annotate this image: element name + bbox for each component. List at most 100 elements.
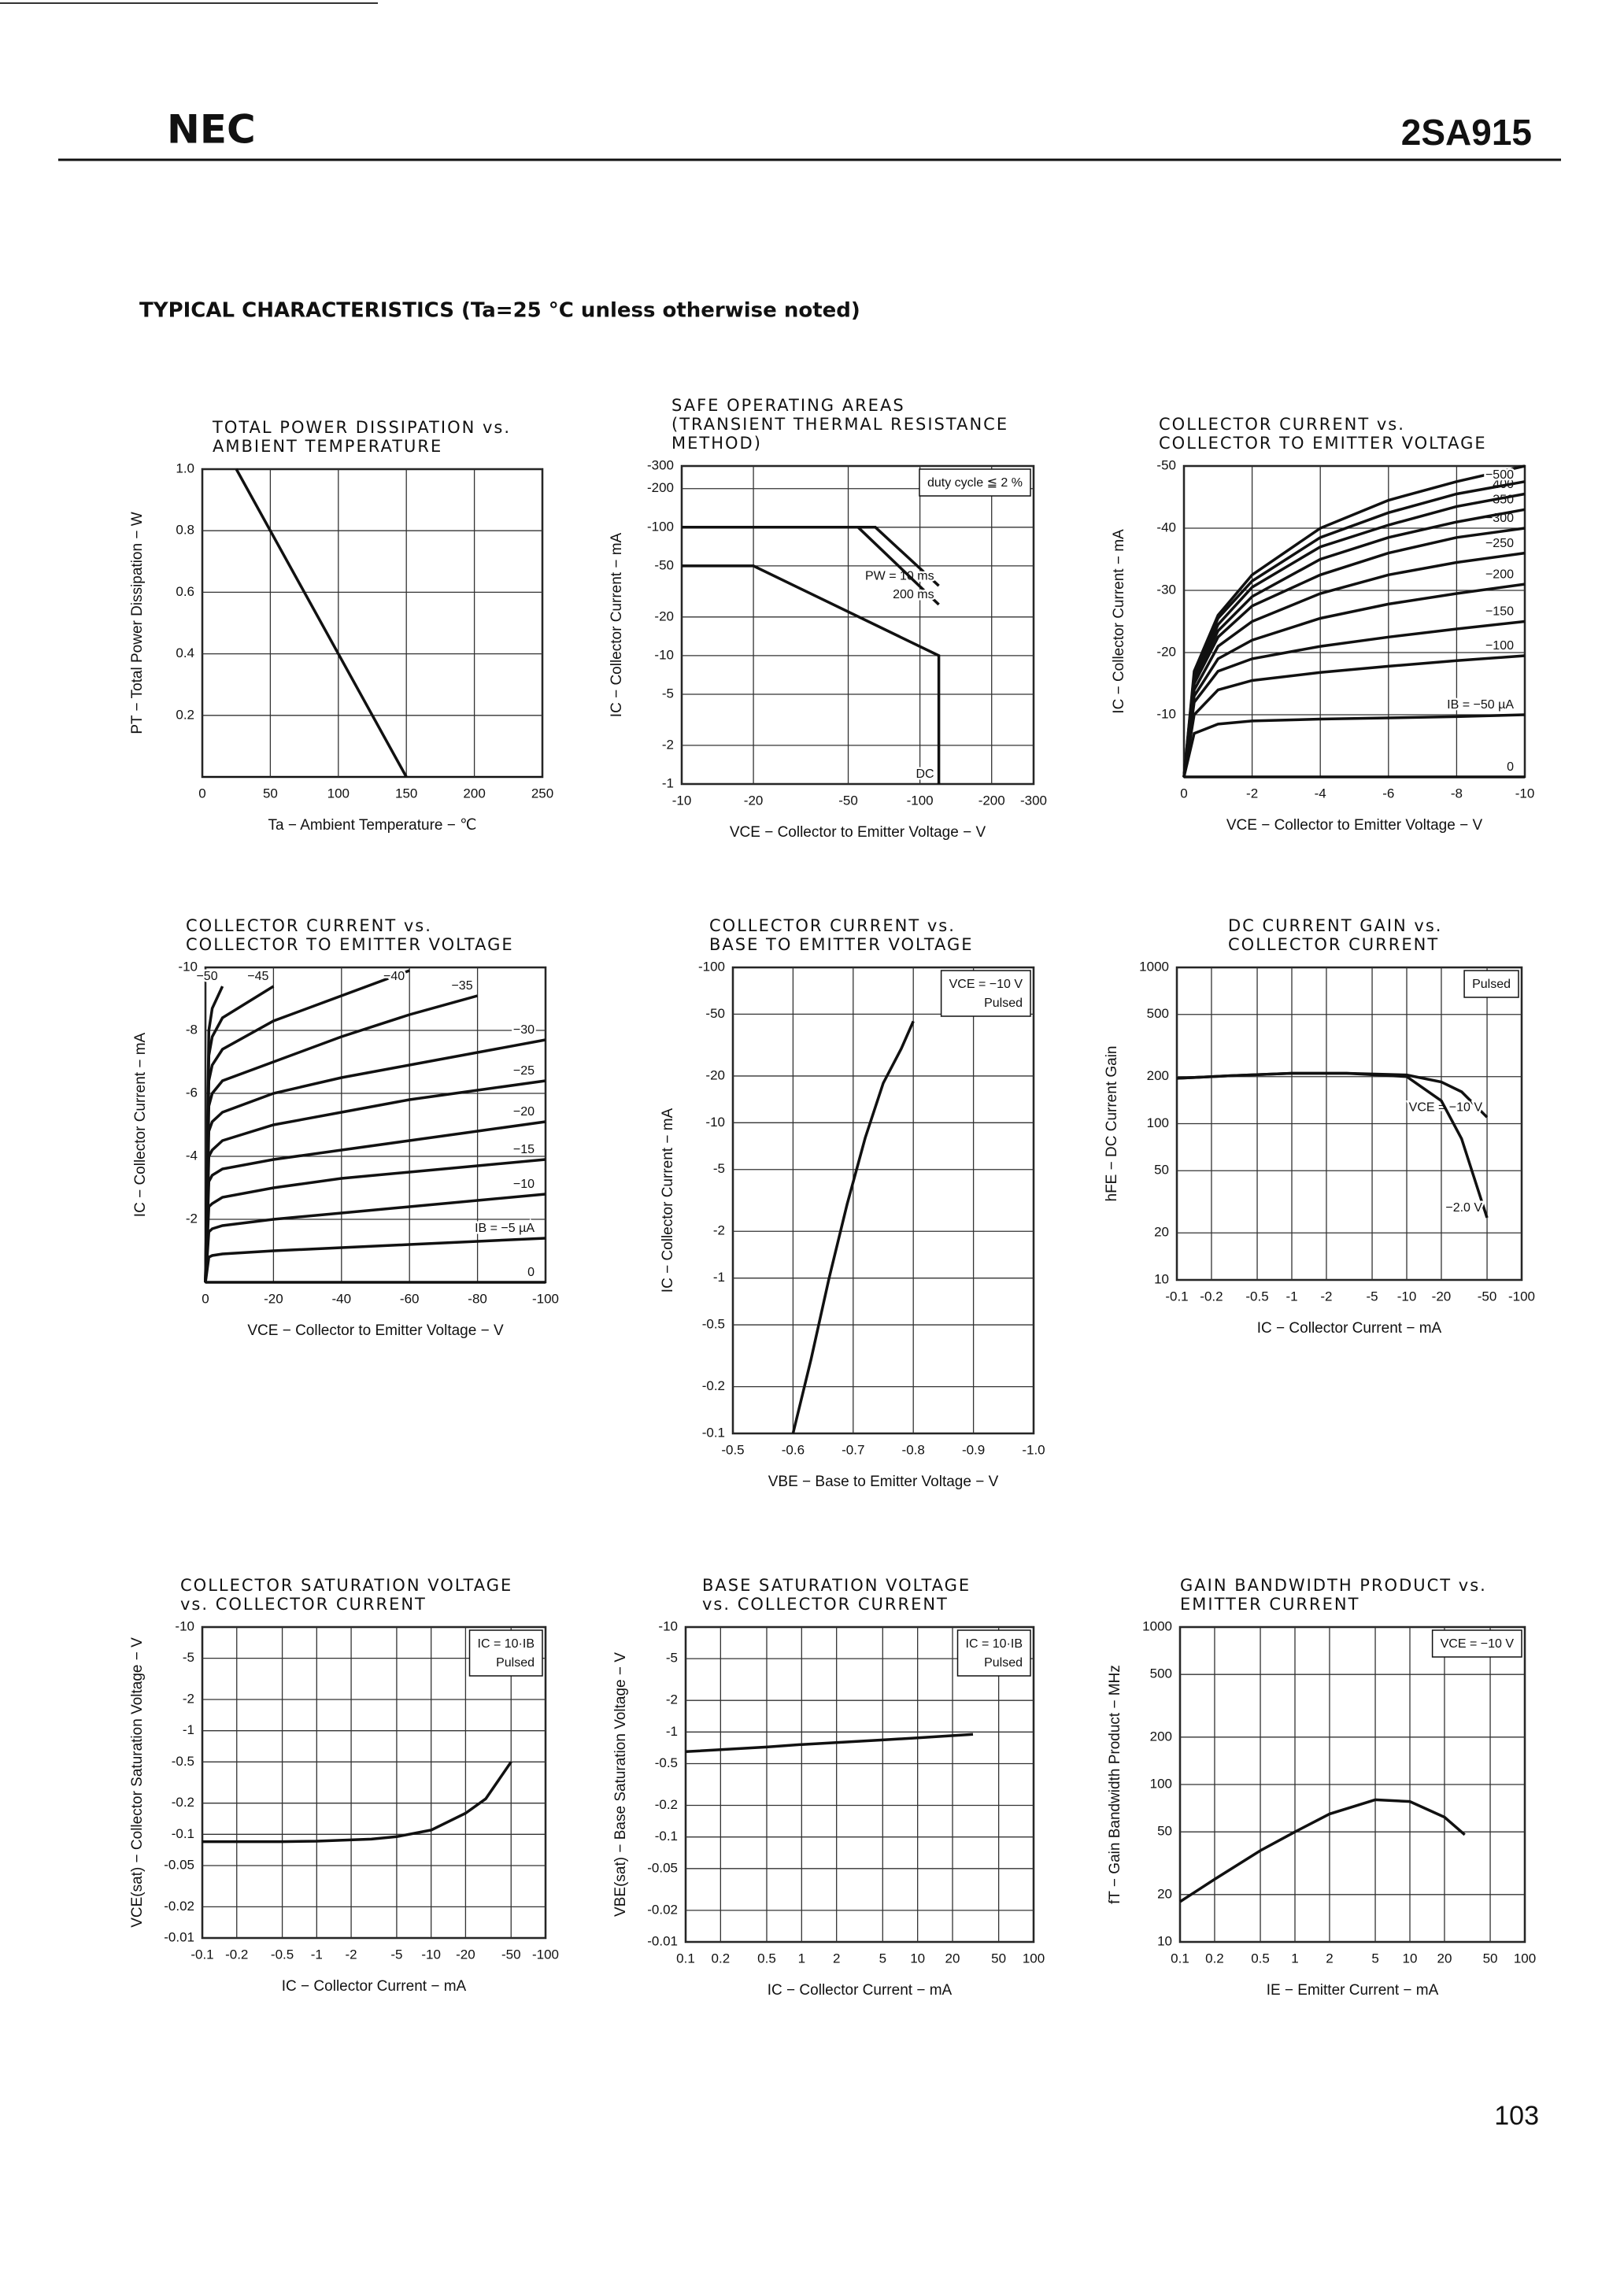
chart-title: COLLECTOR SATURATION VOLTAGE bbox=[180, 1576, 512, 1595]
x-tick-label: -20 bbox=[1432, 1289, 1452, 1304]
note-box: duty cycle ≦ 2 % bbox=[919, 468, 1031, 497]
chart-title: COLLECTOR TO EMITTER VOLTAGE bbox=[1159, 434, 1487, 453]
x-tick-label: 0.1 bbox=[676, 1951, 695, 1966]
data-line bbox=[1182, 492, 1526, 778]
y-tick-label: -0.5 bbox=[702, 1317, 725, 1332]
x-tick-label: -50 bbox=[838, 793, 858, 808]
data-line bbox=[1182, 464, 1526, 778]
series-label: −2.0 V bbox=[1445, 1201, 1482, 1215]
y-tick-label: 10 bbox=[1157, 1933, 1172, 1948]
y-tick-label: 0.6 bbox=[176, 584, 194, 599]
chart-title: METHOD) bbox=[671, 434, 762, 453]
y-tick-label: 500 bbox=[1147, 1006, 1169, 1021]
x-tick-label: -10 bbox=[1515, 786, 1535, 801]
chart-title: COLLECTOR TO EMITTER VOLTAGE bbox=[186, 935, 514, 954]
x-tick-label: -1.0 bbox=[1022, 1442, 1045, 1457]
note-box: IC = 10·IB Pulsed bbox=[956, 1629, 1031, 1677]
y-tick-label: -0.1 bbox=[702, 1425, 725, 1440]
note: IC = 10·IB bbox=[478, 1637, 535, 1651]
data-line bbox=[1182, 551, 1526, 778]
x-tick-label: 50 bbox=[991, 1951, 1006, 1966]
y-tick-label: 100 bbox=[1147, 1115, 1169, 1130]
x-tick-label: 0.2 bbox=[712, 1951, 731, 1966]
x-tick-label: 0.5 bbox=[757, 1951, 776, 1966]
data-line bbox=[204, 1158, 546, 1283]
data-line bbox=[1182, 713, 1526, 778]
x-tick-label: 0 bbox=[198, 786, 205, 801]
x-tick-label: 100 bbox=[1023, 1951, 1045, 1966]
series-label: DC bbox=[916, 767, 934, 781]
y-tick-label: -100 bbox=[647, 519, 674, 534]
x-tick-label: -10 bbox=[1397, 1289, 1417, 1304]
y-tick-label: -2 bbox=[183, 1692, 194, 1707]
y-tick-label: -30 bbox=[1156, 582, 1176, 597]
x-tick-label: -0.9 bbox=[962, 1442, 985, 1457]
x-tick-label: -50 bbox=[501, 1947, 521, 1962]
x-tick-label: -0.1 bbox=[191, 1947, 213, 1962]
note: Pulsed bbox=[984, 1656, 1023, 1670]
data-line bbox=[682, 526, 940, 606]
y-tick-label: 50 bbox=[1157, 1824, 1172, 1839]
x-tick-label: 250 bbox=[531, 786, 553, 801]
note-frame bbox=[1431, 1629, 1522, 1658]
y-tick-label: -50 bbox=[705, 1006, 725, 1021]
data-line bbox=[1182, 619, 1526, 778]
y-tick-label: -50 bbox=[654, 557, 674, 572]
data-line bbox=[204, 1193, 546, 1283]
y-tick-label: -200 bbox=[647, 480, 674, 495]
y-tick-label: -20 bbox=[705, 1067, 725, 1082]
plot-frame bbox=[204, 966, 547, 1284]
data-line bbox=[685, 1733, 974, 1754]
data-line bbox=[1182, 527, 1526, 778]
note-frame bbox=[956, 1629, 1031, 1677]
x-tick-label: 20 bbox=[1437, 1951, 1452, 1966]
y-tick-label: 0.4 bbox=[176, 645, 194, 660]
x-tick-label: -0.2 bbox=[1200, 1289, 1223, 1304]
y-tick-label: -0.01 bbox=[647, 1933, 678, 1948]
chart-title: BASE TO EMITTER VOLTAGE bbox=[709, 935, 974, 954]
x-tick-label: -5 bbox=[390, 1947, 402, 1962]
series-label: −15 bbox=[513, 1143, 535, 1156]
y-tick-label: -0.05 bbox=[164, 1857, 194, 1872]
x-axis-label: VBE − Base to Emitter Voltage − V bbox=[768, 1474, 999, 1490]
y-tick-label: -300 bbox=[647, 457, 674, 472]
y-tick-label: 100 bbox=[1150, 1776, 1172, 1791]
plot-frame bbox=[1182, 464, 1526, 779]
x-tick-label: 100 bbox=[327, 786, 350, 801]
note-box: IC = 10·IB Pulsed bbox=[468, 1629, 543, 1677]
x-axis-label: IC − Collector Current − mA bbox=[768, 1982, 953, 1999]
x-tick-label: 20 bbox=[945, 1951, 960, 1966]
y-tick-label: -1 bbox=[713, 1270, 725, 1285]
note: IC = 10·IB bbox=[966, 1637, 1023, 1651]
plot-frame bbox=[680, 464, 1035, 786]
series-label: −150 bbox=[1485, 605, 1514, 619]
y-tick-label: -6 bbox=[186, 1085, 198, 1100]
x-tick-label: -50 bbox=[1478, 1289, 1497, 1304]
x-axis-label: IE − Emitter Current − mA bbox=[1267, 1982, 1439, 1999]
y-tick-label: -0.1 bbox=[172, 1826, 194, 1841]
y-tick-label: 200 bbox=[1150, 1729, 1172, 1744]
x-tick-label: -80 bbox=[468, 1291, 487, 1306]
x-tick-label: -6 bbox=[1382, 786, 1394, 801]
note-frame bbox=[919, 468, 1031, 497]
y-tick-label: -10 bbox=[178, 959, 198, 974]
x-tick-label: 10 bbox=[1403, 1951, 1418, 1966]
part-number: 2SA915 bbox=[1401, 112, 1532, 153]
y-tick-label: 50 bbox=[1154, 1163, 1169, 1178]
y-tick-label: -0.2 bbox=[655, 1797, 678, 1812]
series-label: −500 bbox=[1485, 468, 1514, 482]
y-axis-label: VBE(sat) − Base Saturation Voltage − V bbox=[612, 1652, 629, 1917]
x-tick-label: 0.2 bbox=[1205, 1951, 1224, 1966]
data-line bbox=[1179, 1798, 1466, 1903]
y-tick-label: -1 bbox=[666, 1724, 678, 1739]
note-box: VCE = −10 V Pulsed bbox=[940, 970, 1031, 1017]
x-tick-label: 5 bbox=[1371, 1951, 1378, 1966]
series-label: −20 bbox=[513, 1105, 535, 1119]
x-tick-label: 0.5 bbox=[1251, 1951, 1270, 1966]
y-tick-label: 500 bbox=[1150, 1666, 1172, 1681]
series-label: −40 bbox=[383, 970, 405, 983]
y-tick-label: -0.02 bbox=[164, 1899, 194, 1914]
y-axis-label: hFE − DC Current Gain bbox=[1104, 1046, 1120, 1202]
section-title: TYPICAL CHARACTERISTICS (Ta=25 °C unless… bbox=[139, 299, 860, 323]
chart-title: vs. COLLECTOR CURRENT bbox=[702, 1595, 949, 1614]
